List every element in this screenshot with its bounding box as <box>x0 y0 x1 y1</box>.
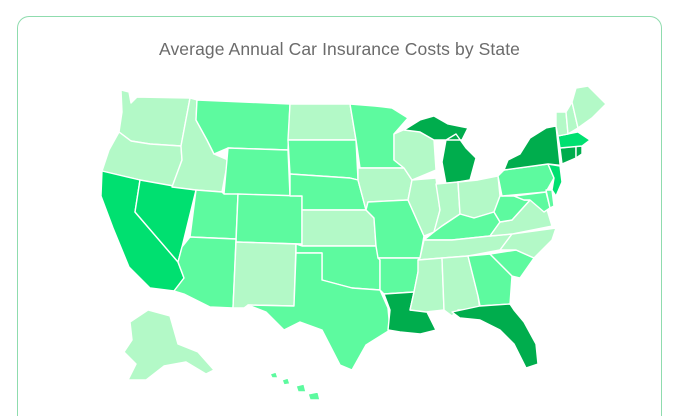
state-ut[interactable] <box>189 189 239 240</box>
state-vt[interactable] <box>555 111 569 137</box>
state-fl[interactable] <box>451 303 539 369</box>
state-tx[interactable] <box>247 252 391 371</box>
state-ny[interactable] <box>503 125 567 171</box>
state-mt[interactable] <box>195 99 291 155</box>
state-ct[interactable] <box>559 145 577 165</box>
state-mi[interactable] <box>403 115 477 185</box>
state-me[interactable] <box>571 85 607 129</box>
state-nd[interactable] <box>287 103 357 141</box>
state-co[interactable] <box>235 193 303 245</box>
map-title: Average Annual Car Insurance Costs by St… <box>159 39 520 59</box>
state-ar[interactable] <box>377 257 421 295</box>
state-ak[interactable] <box>123 309 215 381</box>
state-ri[interactable] <box>575 145 583 159</box>
state-ks[interactable] <box>301 209 377 247</box>
state-ma[interactable] <box>557 131 591 149</box>
state-wa[interactable] <box>118 89 191 147</box>
state-ne[interactable] <box>289 173 367 211</box>
us-choropleth-map <box>100 85 607 400</box>
state-hi[interactable] <box>269 371 321 400</box>
state-az[interactable] <box>173 236 237 309</box>
state-nm[interactable] <box>232 241 297 309</box>
state-de[interactable] <box>545 189 555 209</box>
state-wy[interactable] <box>223 147 291 197</box>
